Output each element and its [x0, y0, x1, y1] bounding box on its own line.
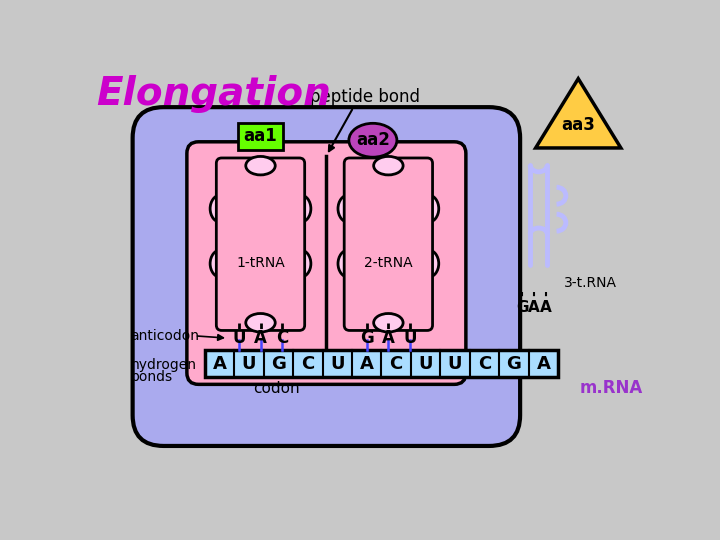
- Text: C: C: [390, 355, 402, 373]
- Text: A: A: [382, 329, 395, 347]
- Text: A: A: [540, 300, 552, 315]
- Ellipse shape: [210, 250, 232, 278]
- Ellipse shape: [349, 123, 397, 157]
- Text: 3-t.RNA: 3-t.RNA: [564, 276, 617, 289]
- Text: G: G: [506, 355, 521, 373]
- Ellipse shape: [417, 250, 438, 278]
- Text: G: G: [516, 300, 528, 315]
- Text: C: C: [301, 355, 315, 373]
- Text: G: G: [271, 355, 286, 373]
- FancyBboxPatch shape: [344, 158, 433, 330]
- Ellipse shape: [289, 195, 311, 222]
- FancyBboxPatch shape: [187, 142, 466, 384]
- Ellipse shape: [374, 157, 403, 175]
- Text: U: U: [418, 355, 433, 373]
- Text: aa1: aa1: [243, 127, 277, 145]
- Text: 2-tRNA: 2-tRNA: [364, 256, 413, 271]
- Text: anticodon: anticodon: [130, 329, 199, 343]
- Polygon shape: [536, 79, 621, 148]
- Text: A: A: [360, 355, 374, 373]
- Text: Elongation: Elongation: [96, 75, 331, 113]
- Text: A: A: [528, 300, 540, 315]
- Ellipse shape: [338, 250, 360, 278]
- Text: U: U: [403, 329, 417, 347]
- Ellipse shape: [417, 195, 438, 222]
- Text: hydrogen: hydrogen: [130, 358, 197, 372]
- Text: C: C: [478, 355, 491, 373]
- Text: bonds: bonds: [130, 370, 172, 383]
- Text: C: C: [276, 329, 288, 347]
- Text: G: G: [360, 329, 374, 347]
- Text: U: U: [448, 355, 462, 373]
- FancyBboxPatch shape: [216, 158, 305, 330]
- FancyBboxPatch shape: [204, 350, 558, 377]
- Text: U: U: [232, 329, 246, 347]
- Text: codon: codon: [253, 381, 300, 396]
- Text: peptide bond: peptide bond: [310, 88, 420, 106]
- Text: A: A: [254, 329, 267, 347]
- FancyBboxPatch shape: [132, 107, 520, 446]
- Text: aa2: aa2: [356, 131, 390, 149]
- Text: U: U: [330, 355, 344, 373]
- FancyBboxPatch shape: [238, 123, 283, 150]
- Ellipse shape: [289, 250, 311, 278]
- Text: 1-tRNA: 1-tRNA: [236, 256, 285, 271]
- Text: A: A: [536, 355, 550, 373]
- Ellipse shape: [246, 314, 275, 332]
- Ellipse shape: [338, 195, 360, 222]
- Text: A: A: [212, 355, 226, 373]
- Text: m.RNA: m.RNA: [579, 379, 642, 397]
- Ellipse shape: [246, 157, 275, 175]
- Ellipse shape: [210, 195, 232, 222]
- Text: U: U: [242, 355, 256, 373]
- Text: aa3: aa3: [562, 116, 595, 134]
- Ellipse shape: [374, 314, 403, 332]
